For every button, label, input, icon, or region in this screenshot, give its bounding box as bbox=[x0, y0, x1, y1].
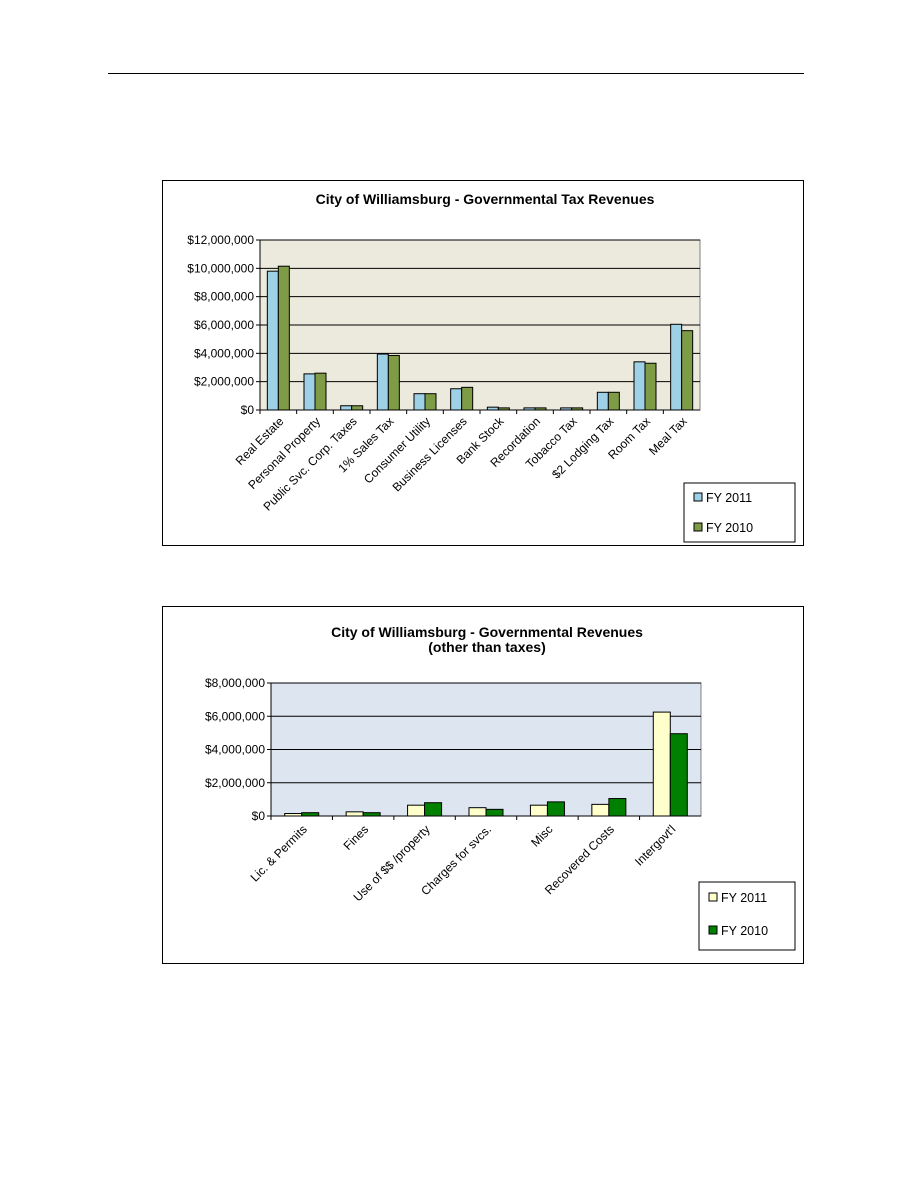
bar bbox=[523, 407, 536, 411]
bar bbox=[407, 804, 426, 817]
bar bbox=[303, 373, 316, 411]
category-label: Misc bbox=[528, 822, 555, 849]
bar bbox=[607, 391, 620, 411]
bar bbox=[345, 811, 364, 817]
bar bbox=[314, 372, 327, 411]
bar bbox=[351, 405, 364, 411]
category-label: Consumer Utility bbox=[361, 414, 433, 486]
tax-revenues-chart: City of Williamsburg - Governmental Tax … bbox=[162, 180, 804, 546]
bar bbox=[560, 407, 573, 411]
y-tick-label: $6,000,000 bbox=[205, 709, 265, 723]
bar bbox=[485, 808, 504, 817]
legend-entry: FY 2010 bbox=[721, 924, 768, 938]
bar bbox=[387, 354, 400, 411]
bar bbox=[486, 406, 499, 411]
bar bbox=[424, 802, 443, 817]
y-tick-label: $12,000,000 bbox=[187, 233, 254, 247]
y-tick-label: $6,000,000 bbox=[194, 318, 254, 332]
bar bbox=[669, 733, 688, 817]
page-header-rule bbox=[108, 73, 804, 74]
bar bbox=[608, 798, 627, 817]
legend-swatch bbox=[708, 892, 718, 902]
bar bbox=[450, 388, 463, 411]
chart-title: City of Williamsburg - Governmental Reve… bbox=[331, 624, 643, 640]
y-tick-label: $0 bbox=[252, 809, 266, 823]
legend-swatch bbox=[693, 522, 703, 532]
bar bbox=[591, 803, 610, 817]
chart-subtitle: (other than taxes) bbox=[428, 639, 545, 655]
bar bbox=[340, 405, 353, 411]
bar bbox=[633, 361, 646, 411]
y-tick-label: $4,000,000 bbox=[194, 346, 254, 360]
category-label: Lic. & Permits bbox=[248, 822, 310, 884]
bar bbox=[596, 391, 609, 411]
legend-entry: FY 2010 bbox=[706, 521, 753, 535]
bar bbox=[644, 362, 657, 411]
bar bbox=[681, 330, 694, 411]
category-label: Meal Tax bbox=[646, 414, 690, 458]
chart-title: City of Williamsburg - Governmental Tax … bbox=[316, 191, 655, 207]
bar bbox=[546, 801, 565, 817]
legend-entry: FY 2011 bbox=[706, 491, 752, 505]
y-tick-label: $8,000,000 bbox=[194, 290, 254, 304]
bar bbox=[266, 270, 279, 411]
y-tick-label: $10,000,000 bbox=[187, 261, 254, 275]
bar bbox=[376, 353, 389, 411]
y-tick-label: $8,000,000 bbox=[205, 676, 265, 690]
y-tick-label: $0 bbox=[241, 403, 255, 417]
legend-swatch bbox=[708, 925, 718, 935]
legend-swatch bbox=[693, 492, 703, 502]
bar bbox=[284, 813, 303, 817]
tax-revenues-chart-svg: City of Williamsburg - Governmental Tax … bbox=[187, 191, 796, 543]
bar bbox=[362, 812, 381, 817]
bar bbox=[652, 711, 671, 817]
y-tick-label: $4,000,000 bbox=[205, 743, 265, 757]
bar bbox=[529, 804, 548, 817]
y-tick-label: $2,000,000 bbox=[194, 375, 254, 389]
bar bbox=[461, 386, 474, 411]
bar bbox=[571, 407, 584, 411]
bar bbox=[413, 393, 426, 411]
bar bbox=[277, 265, 290, 411]
bar bbox=[534, 407, 547, 411]
bar bbox=[301, 812, 320, 817]
other-revenues-chart: City of Williamsburg - Governmental Reve… bbox=[162, 606, 804, 964]
bar bbox=[670, 323, 683, 411]
bar bbox=[468, 807, 487, 817]
bar bbox=[424, 393, 437, 411]
bar bbox=[497, 407, 510, 411]
legend-entry: FY 2011 bbox=[721, 891, 767, 905]
y-tick-label: $2,000,000 bbox=[205, 776, 265, 790]
other-revenues-chart-svg: City of Williamsburg - Governmental Reve… bbox=[205, 624, 796, 951]
category-label: Fines bbox=[341, 822, 372, 853]
category-label: Intergovt'l bbox=[632, 822, 678, 868]
